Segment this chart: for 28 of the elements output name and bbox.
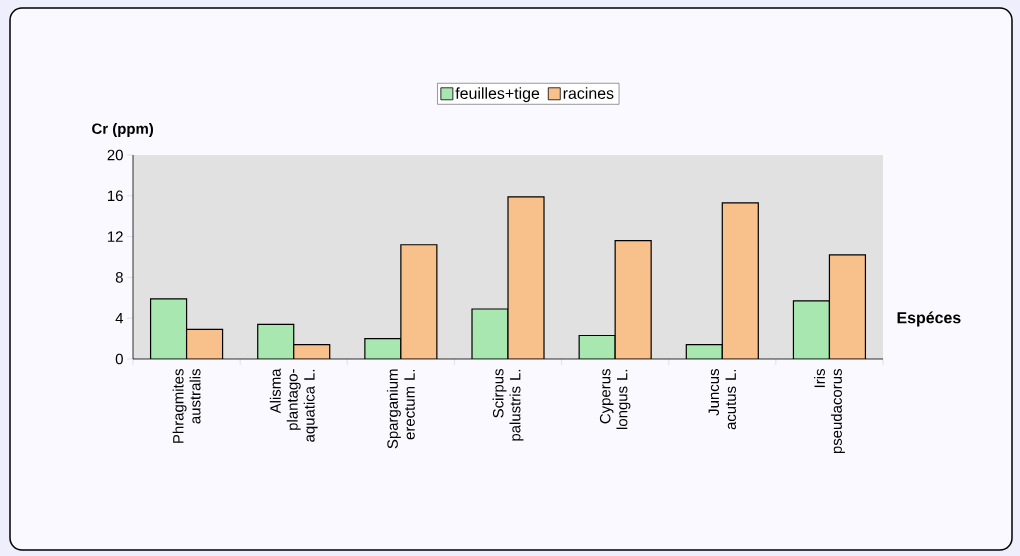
y-tick-label: 0 [115,353,123,365]
x-tick-label: Iris pseudacorus [814,369,845,454]
y-tick-label: 16 [108,190,123,202]
bar [828,254,867,359]
x-tick-label: Alisma plantago-aquatica L. [269,368,318,442]
x-tick-label: Sparganium erectum L. [386,369,415,449]
y-tick-label: 8 [115,272,123,283]
x-tick-label: Phragmites australis [172,369,201,443]
bar [400,244,437,359]
y-axis-title: Cr (ppm) [92,123,154,137]
y-tick-label: 12 [108,231,123,242]
x-tick-label: Juncus acutus L. [708,369,736,430]
x-axis-title: Espéces [897,311,961,327]
bar [792,300,831,359]
bar [579,335,616,359]
bar [257,324,294,359]
y-tick-label: 4 [115,313,124,324]
legend-label: racines [563,87,614,99]
bar [508,196,545,359]
legend-label: feuilles+tige [455,87,540,103]
bar [472,309,509,359]
y-tick-label: 20 [107,149,123,161]
x-tick-label: Scirpus palustris L. [492,369,524,441]
x-tick-label: Cyperus longus L. [599,369,631,429]
bar [722,202,759,359]
bar [150,298,187,359]
bar [186,329,223,359]
bar [615,240,652,359]
